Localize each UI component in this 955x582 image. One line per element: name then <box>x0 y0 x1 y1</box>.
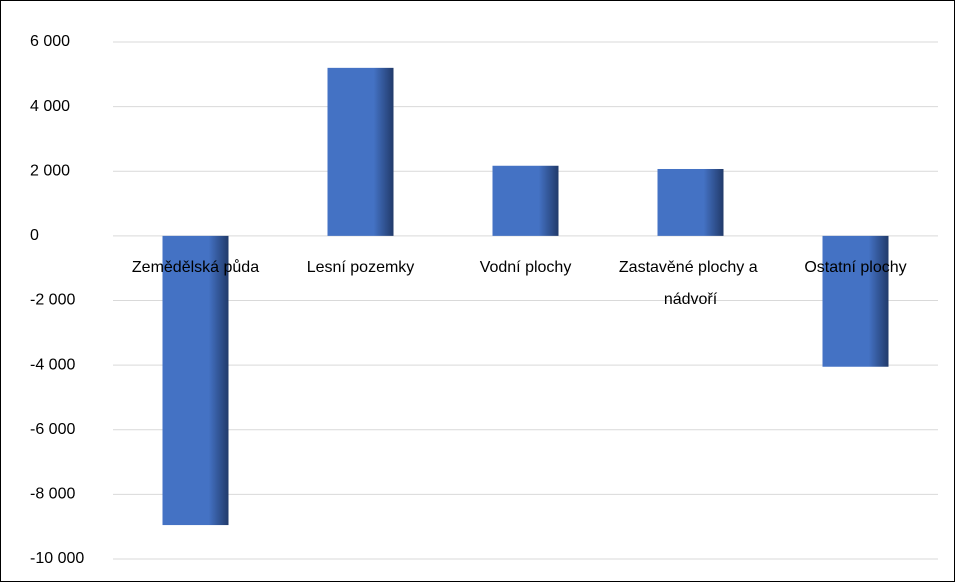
x-tick-label: Vodní plochy <box>480 259 572 276</box>
x-tick-label: Ostatní plochy <box>804 259 906 276</box>
y-tick-label: 0 <box>30 227 39 244</box>
bar <box>327 67 394 236</box>
x-tick-label: Zastavěné plochy a nádvoří <box>619 259 762 308</box>
y-tick-label: 4 000 <box>30 98 70 115</box>
y-tick-label: -4 000 <box>30 356 75 373</box>
bar <box>822 235 889 367</box>
y-tick-label: 2 000 <box>30 162 70 179</box>
bar <box>162 235 229 526</box>
y-tick-label: -10 000 <box>30 550 84 567</box>
bar <box>657 168 724 236</box>
bar <box>492 165 559 236</box>
y-tick-label: -2 000 <box>30 292 75 309</box>
y-tick-label: 6 000 <box>30 33 70 50</box>
y-tick-label: -8 000 <box>30 486 75 503</box>
x-tick-label: Zemědělská půda <box>132 258 259 276</box>
y-tick-label: -6 000 <box>30 421 75 438</box>
x-tick-label: Lesní pozemky <box>307 259 415 276</box>
